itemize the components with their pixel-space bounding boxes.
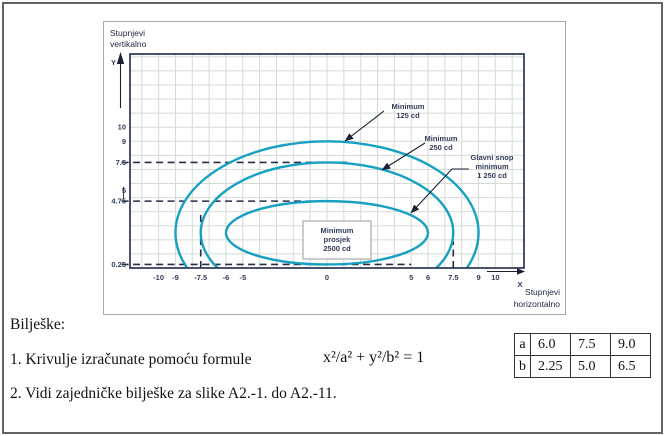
param-a-value-1: 6.0 <box>530 333 571 356</box>
isocandela-chart: 1097.554.750.25-10-9-7.5-6-50567.5910YXS… <box>104 22 565 314</box>
param-b-value-2: 5.0 <box>570 355 611 378</box>
x-tick-label: 10 <box>491 273 499 282</box>
note-2-text: 2. Vidi zajedničke bilješke za slike A2.… <box>10 385 337 402</box>
y-tick-label: 0.25 <box>111 260 126 269</box>
param-a-value-2: 7.5 <box>570 333 611 356</box>
x-axis-letter: X <box>517 280 522 289</box>
dashed-guides <box>121 161 455 268</box>
callout-label-1: Minimum <box>425 134 458 143</box>
callout-label-0: 125 cd <box>396 111 420 120</box>
x-tick-label: 0 <box>325 273 329 282</box>
ellipses <box>174 140 480 268</box>
y-axis-title: Stupnjevi <box>110 28 145 38</box>
callout-label-2: minimum <box>475 162 509 171</box>
y-axis-letter: Y <box>111 58 116 67</box>
plot-frame <box>129 53 525 269</box>
figure-panel: 1097.554.750.25-10-9-7.5-6-50567.5910YXS… <box>103 21 566 315</box>
x-tick-label: 5 <box>409 273 413 282</box>
center-label-box <box>302 220 372 260</box>
x-axis-title: horizontalno <box>514 299 561 309</box>
params-table-row-b: b 2.25 5.0 6.5 <box>514 355 651 378</box>
x-tick-label: 7.5 <box>448 273 458 282</box>
params-table-row-a: a 6.0 7.5 9.0 <box>514 333 651 356</box>
center-label-text: 2500 cd <box>323 244 351 253</box>
x-tick-label: -10 <box>153 273 164 282</box>
y-tick-label: 7.5 <box>116 158 126 167</box>
y-axis-title: vertikalno <box>110 39 147 49</box>
x-axis-title: Stupnjevi <box>525 287 560 297</box>
x-tick-label: -5 <box>239 273 246 282</box>
params-table: a 6.0 7.5 9.0 b 2.25 5.0 6.5 <box>514 333 651 378</box>
callout-label-2: Glavni snop <box>471 153 514 162</box>
param-b-value-1: 2.25 <box>530 355 571 378</box>
x-axis-arrowhead-icon <box>517 268 525 275</box>
x-tick-label: -6 <box>223 273 230 282</box>
note-1-formula: x²/a² + y²/b² = 1 <box>323 349 425 366</box>
callout-label-0: Minimum <box>392 102 425 111</box>
param-a-value-3: 9.0 <box>610 333 651 356</box>
x-tick-label: 6 <box>426 273 430 282</box>
callout-label-1: 250 cd <box>429 143 453 152</box>
param-b-value-3: 6.5 <box>610 355 651 378</box>
x-tick-label: 9 <box>476 273 480 282</box>
param-a-label: a <box>514 333 531 356</box>
y-tick-label: 9 <box>122 137 126 146</box>
callout-arrow-1 <box>381 142 426 171</box>
callout-arrow-2 <box>410 168 469 214</box>
callout-arrow-0 <box>344 110 385 142</box>
y-tick-label: 4.75 <box>111 197 126 206</box>
chart-svg: 1097.554.750.25-10-9-7.5-6-50567.5910YXS… <box>110 28 561 309</box>
ellipse-minimum-125cd <box>174 140 480 268</box>
notes-heading: Bilješke: <box>10 316 66 333</box>
ellipse-minimum-250cd <box>199 161 455 268</box>
note-1-text: 1. Krivulje izračunate pomoću formule <box>10 351 252 368</box>
param-b-label: b <box>514 355 531 378</box>
y-axis-arrowhead-icon <box>116 52 125 64</box>
y-tick-label: 10 <box>118 123 126 132</box>
center-label-text: Minimum <box>321 226 354 235</box>
ellipse-glavni-snop-1250cd <box>224 199 430 266</box>
x-tick-label: -7.5 <box>194 273 207 282</box>
center-label-text: prosjek <box>324 235 352 244</box>
x-tick-label: -9 <box>172 273 179 282</box>
callout-label-2: 1 250 cd <box>477 171 507 180</box>
